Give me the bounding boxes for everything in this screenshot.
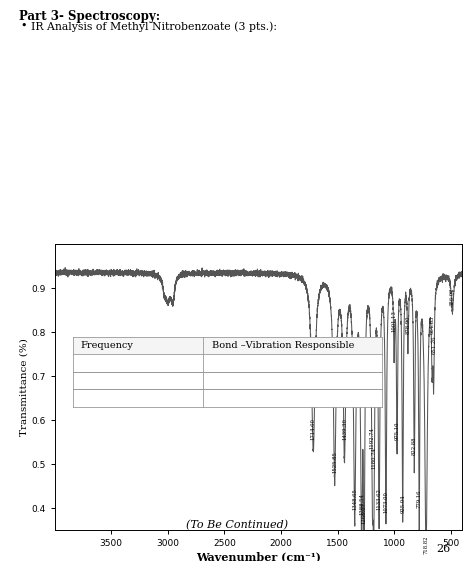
Text: Part 3- Spectroscopy:: Part 3- Spectroscopy: (19, 10, 160, 23)
Text: Frequency: Frequency (80, 341, 133, 350)
X-axis label: Wavenumber (cm⁻¹): Wavenumber (cm⁻¹) (196, 551, 321, 561)
Text: 1266.07: 1266.07 (362, 502, 366, 523)
Text: 26: 26 (436, 544, 450, 554)
Text: 822.88: 822.88 (412, 437, 417, 456)
Text: •: • (20, 21, 27, 31)
Text: 878.90: 878.90 (405, 316, 410, 334)
Text: (To Be Continued): (To Be Continued) (186, 520, 288, 530)
Text: 1073.00: 1073.00 (383, 491, 389, 513)
Text: 1348.65: 1348.65 (352, 489, 357, 511)
Text: IR Analysis of Methyl Nitrobenzoate (3 pts.):: IR Analysis of Methyl Nitrobenzoate (3 p… (31, 21, 277, 32)
Text: 1180.74: 1180.74 (371, 447, 376, 468)
Text: 1288.54: 1288.54 (359, 493, 364, 515)
Text: 664.83: 664.83 (429, 316, 435, 334)
Text: 1133.62: 1133.62 (376, 489, 382, 511)
Text: 779.16: 779.16 (417, 490, 422, 508)
Text: 651.26: 651.26 (431, 335, 436, 354)
Text: 975.10: 975.10 (394, 421, 400, 440)
Text: 925.04: 925.04 (400, 494, 405, 513)
Text: 486.02: 486.02 (450, 287, 455, 306)
Text: 1714.60: 1714.60 (311, 418, 316, 440)
Text: 1192.74: 1192.74 (370, 427, 375, 449)
Text: 1525.85: 1525.85 (332, 451, 337, 473)
Y-axis label: Transmittance (%): Transmittance (%) (19, 338, 28, 436)
Text: 1439.30: 1439.30 (342, 418, 347, 440)
Text: 718.82: 718.82 (424, 536, 428, 554)
Text: Bond –Vibration Responsible: Bond –Vibration Responsible (212, 341, 354, 350)
Text: 1001.13: 1001.13 (392, 310, 397, 332)
